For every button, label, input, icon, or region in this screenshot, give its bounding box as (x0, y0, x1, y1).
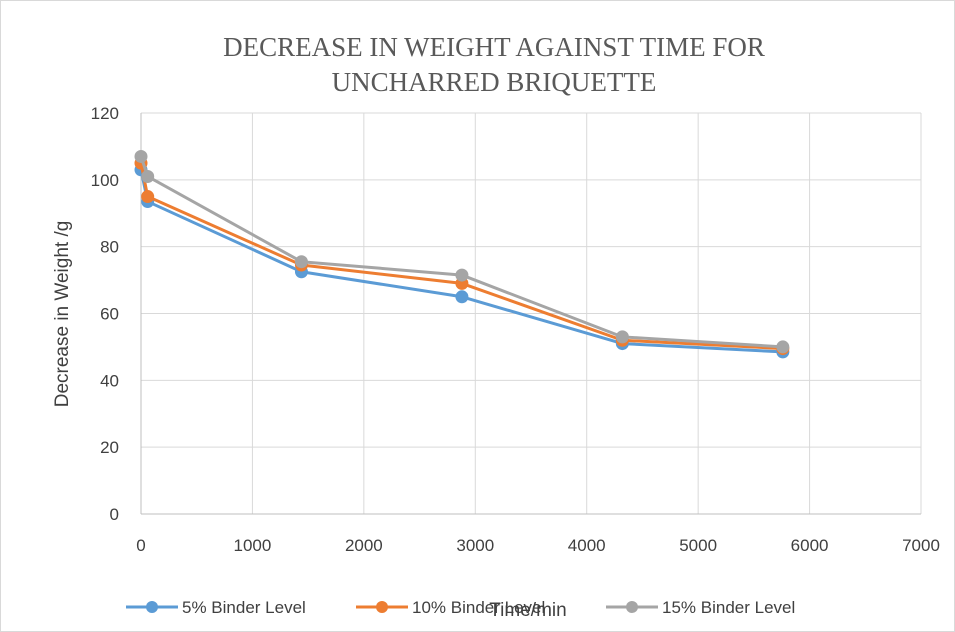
data-point (455, 268, 469, 282)
legend-label: 5% Binder Level (182, 598, 306, 617)
chart-title-line-2: UNCHARRED BRIQUETTE (332, 67, 657, 97)
tick-labels: 0 20 40 60 80 100 120 0 1000 2000 3000 4000 5000 6000… (91, 104, 940, 555)
y-tick-label: 60 (100, 305, 119, 324)
chart-title: DECREASE IN WEIGHT AGAINST TIME FOR UNCH… (223, 32, 765, 97)
series-line (139, 162, 783, 351)
x-tick-label: 1000 (234, 536, 272, 555)
legend-label: 15% Binder Level (662, 598, 795, 617)
legend-swatch-marker (376, 601, 388, 613)
series-3 (134, 149, 790, 354)
x-tick-label: 7000 (902, 536, 940, 555)
legend-swatch-marker (626, 601, 638, 613)
legend-item-1: 5% Binder Level (126, 598, 306, 617)
legend-item-2: 10% Binder Level (356, 598, 545, 617)
x-tick-label: 4000 (568, 536, 606, 555)
y-tick-label: 0 (110, 505, 119, 524)
series-group (134, 149, 790, 359)
x-tick-label: 5000 (679, 536, 717, 555)
legend: 5% Binder Level 10% Binder Level 15% Binde… (126, 598, 795, 617)
y-tick-label: 40 (100, 371, 119, 390)
gridlines (141, 112, 922, 514)
data-point (294, 255, 308, 269)
y-tick-label: 100 (91, 171, 119, 190)
data-point (141, 169, 155, 183)
x-tick-label: 6000 (791, 536, 829, 555)
x-tick-label: 2000 (345, 536, 383, 555)
series-2 (134, 156, 790, 356)
legend-swatch-marker (146, 601, 158, 613)
x-axis-title: Time/min (489, 600, 566, 621)
series-line (139, 169, 783, 354)
series-1 (134, 163, 790, 359)
y-axis-title: Decrease in Weight /g (52, 221, 73, 408)
y-tick-label: 80 (100, 238, 119, 257)
data-point (455, 290, 469, 304)
series-line (139, 155, 783, 349)
x-tick-label: 0 (136, 536, 145, 555)
x-tick-label: 3000 (456, 536, 494, 555)
data-point (615, 330, 629, 344)
y-tick-label: 20 (100, 438, 119, 457)
y-tick-label: 120 (91, 104, 119, 123)
data-point (141, 190, 155, 204)
data-point (134, 149, 148, 163)
chart-title-line-1: DECREASE IN WEIGHT AGAINST TIME FOR (223, 32, 765, 62)
legend-label: 10% Binder Level (412, 598, 545, 617)
legend-item-3: 15% Binder Level (606, 598, 795, 617)
axes (140, 113, 921, 515)
data-point (776, 340, 790, 354)
